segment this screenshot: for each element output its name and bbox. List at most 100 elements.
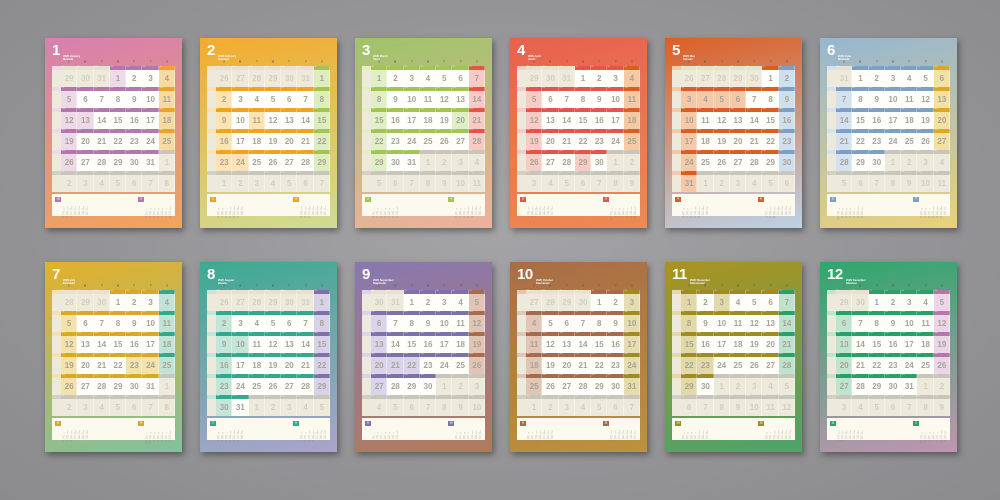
date-number: 1 <box>686 298 692 307</box>
date-number: 2 <box>458 382 463 391</box>
week-row-4: 22 ▪ 23 ▪ 24 ▪ 25 ▪ 26 ▪ 27 ▪ 28 ▪ 22 23 24 25 26 27… <box>362 128 485 150</box>
date-number: 27 <box>80 158 90 167</box>
date-cell: 25 <box>248 154 265 171</box>
strip-day-cell: 4 ▪ <box>917 289 934 294</box>
strip-day-cell: 30 ▪ <box>542 65 559 70</box>
strip-day-cell: 9 ▪ <box>387 86 404 91</box>
strip-day-cell: 21 ▪ <box>93 128 110 133</box>
date-number: 2 <box>132 298 137 307</box>
date-cell: 13 <box>281 112 298 129</box>
strip-day-cell: 26 ▪ <box>264 149 282 154</box>
date-cell: 16 <box>387 112 404 129</box>
date-number: 20 <box>766 340 775 349</box>
date-number: 20 <box>284 137 294 146</box>
date-cell: 6 <box>607 399 624 416</box>
strip-day-cell: 29 ▪ <box>852 149 869 154</box>
mini-calendar-week: 1 2 3 <box>455 429 481 432</box>
week-cells: 9 10 11 12 13 14 15 <box>207 336 330 353</box>
date-number: 3 <box>83 403 88 412</box>
date-cell: 19 <box>917 112 934 129</box>
date-cell: 2 <box>216 91 233 108</box>
strip-day-cell: 20 ▪ <box>542 128 559 133</box>
week-strip-margin-cell <box>52 150 61 154</box>
week-strip: 3 ▪ 4 ▪ 5 ▪ 6 ▪ 7 ▪ 8 ▪ 9 ▪ <box>827 394 950 399</box>
date-number: 8 <box>115 319 121 328</box>
date-cell: 8 <box>403 315 420 332</box>
date-number: 26 <box>219 298 229 307</box>
date-number: 19 <box>268 361 278 370</box>
strip-day-cell: 26 ▪ <box>436 128 453 133</box>
mini-calendar-week: 20 21 22 23 24 25 26 <box>765 436 791 440</box>
mini-calendar-grid: 1 2 3 4 5 6 7 8 9 10 11 12 13 14 15 16 17… <box>372 197 444 217</box>
date-cell: 31 <box>836 70 853 87</box>
strip-day-cell: 12 ▪ <box>917 86 934 91</box>
notes-column-cell <box>672 154 681 171</box>
week-strip: 4 ▪ 5 ▪ 6 ▪ 7 ▪ 8 ▪ 9 ▪ 10 ▪ <box>362 394 485 399</box>
strip-day-cell: 26 ▪ <box>681 65 698 70</box>
week-strip-margin-cell <box>207 87 216 91</box>
date-cell: 11 <box>729 315 747 332</box>
strip-day-cell: 12 ▪ <box>713 107 730 112</box>
date-number: 1 <box>442 382 447 391</box>
mini-calendar-week: 1 2 3 4 5 6 7 <box>300 205 326 208</box>
strip-day-cell: 3 ▪ <box>232 310 249 315</box>
month-subtitle: Kannazuki <box>535 282 550 286</box>
date-cell: 7 <box>142 175 159 192</box>
date-cell: 4 <box>901 70 918 87</box>
strip-day-cell: 2 ▪ <box>126 289 143 294</box>
date-number: 4 <box>376 403 382 412</box>
date-number: 28 <box>252 74 262 83</box>
date-number: 11 <box>905 95 914 104</box>
week-row-3: 15 ▪ 16 ▪ 17 ▪ 18 ▪ 19 ▪ 20 ▪ 21 ▪ 15 16 17 18 19 20… <box>672 331 795 353</box>
date-cell: 15 <box>591 336 608 353</box>
strip-day-cell: 19 ▪ <box>917 107 934 112</box>
date-cell: 4 <box>158 294 175 311</box>
date-cell: 13 <box>836 336 853 353</box>
date-cell: 3 <box>77 399 94 416</box>
notes-column-cell <box>827 154 836 171</box>
notes-column-cell <box>517 154 526 171</box>
strip-day-cell: 13 ▪ <box>933 86 950 91</box>
date-number: 24 <box>684 158 694 167</box>
strip-day-cell: 13 ▪ <box>729 107 747 112</box>
month-title: 2020 May <box>682 55 695 58</box>
weekday-label-4: T <box>753 61 756 64</box>
strip-day-cell: 31 ▪ <box>142 373 159 378</box>
date-cell: 22 <box>852 133 869 150</box>
week-strip-margin-cell <box>672 311 681 315</box>
strip-day-cell: 13 ▪ <box>452 86 469 91</box>
page-inner: 11 2020 November Shimotsuki S M T W T F S 1 ▪ 2 ▪ 3 … <box>665 262 802 452</box>
strip-day-cell: 2 ▪ <box>868 65 885 70</box>
weekday-label-4: T <box>908 61 911 64</box>
date-number: 7 <box>874 179 879 188</box>
strip-day-cell: 11 ▪ <box>419 86 437 91</box>
notes-column-cell <box>52 294 61 311</box>
date-cell: 30 <box>419 378 437 395</box>
date-cell: 14 <box>558 112 575 129</box>
strip-day-cell: 17 ▪ <box>142 107 159 112</box>
date-cell: 11 <box>248 112 265 129</box>
mini-calendar-week: 9 10 11 12 13 14 15 <box>145 434 171 437</box>
prev-month-mini-calendar: 7 1 2 3 4 5 6 7 8 9 10 11 12 13 14 15 16 … <box>210 420 289 442</box>
date-cell: 11 <box>468 175 485 192</box>
strip-day-cell: 30 ▪ <box>574 289 592 294</box>
date-cell: 1 <box>313 294 330 311</box>
strip-day-cell: 1 ▪ <box>852 65 869 70</box>
date-cell: 1 <box>574 70 592 87</box>
date-cell: 3 <box>281 399 298 416</box>
date-number: 29 <box>374 158 384 167</box>
date-number: 24 <box>235 382 245 391</box>
strip-day-cell: 26 ▪ <box>526 149 543 154</box>
date-cell: 3 <box>142 70 159 87</box>
strip-day-cell: 16 ▪ <box>868 107 885 112</box>
date-number: 29 <box>684 382 694 391</box>
strip-day-cell: 11 ▪ <box>901 86 918 91</box>
strip-day-cell: 6 ▪ <box>126 170 143 175</box>
date-number: 25 <box>529 382 539 391</box>
date-cell: 27 <box>762 357 779 374</box>
date-cell: 24 <box>403 133 420 150</box>
week-strip: 4 ▪ 5 ▪ 6 ▪ 7 ▪ 8 ▪ 9 ▪ 10 ▪ <box>517 310 640 315</box>
date-cell: 30 <box>77 70 94 87</box>
